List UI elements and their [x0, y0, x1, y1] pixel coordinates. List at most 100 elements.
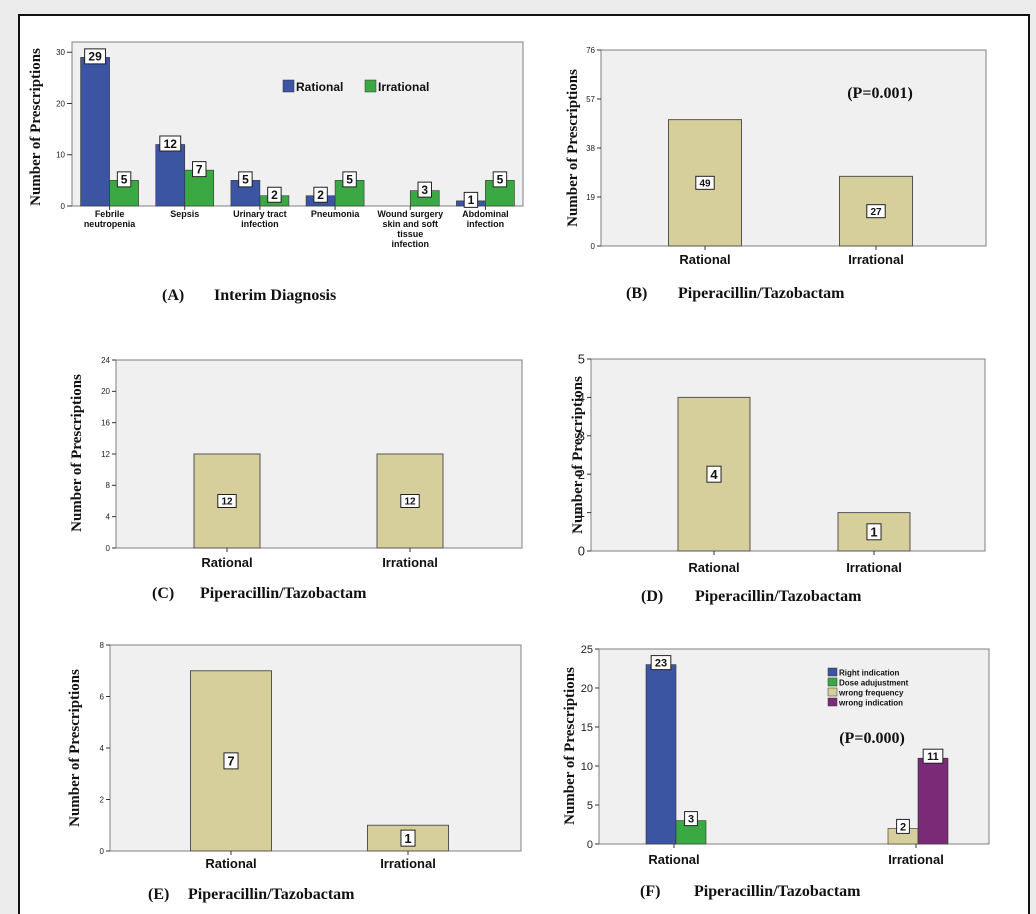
- plot-area-a: [71, 41, 524, 207]
- y-tick-label-c: 24: [101, 356, 110, 365]
- caption-title-a: Interim Diagnosis: [214, 287, 336, 304]
- plot-area-c: [115, 359, 523, 549]
- y-tick-label-b: 0: [591, 242, 596, 251]
- annotation-b: (P=0.001): [847, 85, 913, 102]
- data-label-bg-b: [866, 204, 886, 219]
- x-tick-label-c: Rational: [201, 555, 252, 570]
- x-tick-label-d: Irrational: [846, 560, 902, 575]
- caption-letter-f: (F): [640, 883, 660, 900]
- caption-title-c: Piperacillin/Tazobactam: [200, 585, 367, 602]
- y-tick-label-a: 0: [61, 202, 66, 211]
- y-tick-label-c: 16: [101, 418, 110, 427]
- data-label-a: 3: [421, 183, 428, 197]
- data-label-box-d: 4: [706, 465, 722, 483]
- data-label-bg-d: [866, 523, 882, 541]
- data-label-box-e: 1: [400, 829, 416, 847]
- y-tick-label-c: 8: [106, 481, 111, 490]
- data-label-bg-a: [116, 171, 132, 188]
- data-label-box-b: 27: [866, 204, 886, 219]
- legend-label-f: wrong frequency: [838, 689, 904, 698]
- data-label-box-d: 1: [866, 523, 882, 541]
- data-label-bg-c: [400, 494, 420, 508]
- data-label-box-a: 5: [342, 171, 357, 188]
- data-label-a: 12: [164, 137, 178, 151]
- y-tick-label-e: 2: [100, 795, 105, 804]
- legend-swatch-f: [827, 667, 838, 677]
- bar-a-0: [80, 57, 110, 207]
- data-label-a: 29: [88, 50, 102, 64]
- data-label-a: 7: [196, 162, 203, 176]
- y-tick-label-f: 20: [581, 683, 593, 695]
- caption-letter-a: (A): [162, 287, 184, 304]
- y-tick-label-b: 57: [586, 95, 595, 104]
- y-tick-label-b: 38: [586, 144, 595, 153]
- x-tick-label-e: Rational: [205, 856, 256, 871]
- y-tick-label-f: 15: [581, 722, 593, 734]
- data-label-box-f: 2: [896, 818, 910, 834]
- data-label-c: 12: [404, 497, 416, 508]
- bar-f-3: [917, 757, 949, 845]
- x-tick-label-f: Rational: [648, 852, 699, 867]
- x-tick-label-a: Wound surgery skin and soft tissue infectio…: [377, 209, 443, 249]
- data-label-box-a: 5: [238, 171, 253, 188]
- x-tick-label-f: Irrational: [888, 852, 944, 867]
- data-label-e: 7: [227, 754, 234, 769]
- data-label-c: 12: [221, 497, 233, 508]
- caption-letter-c: (C): [152, 585, 174, 602]
- y-tick-label-d: 0: [578, 544, 585, 559]
- data-label-f: 11: [927, 751, 939, 763]
- x-tick-label-a: Febrile neutropenia: [84, 209, 136, 229]
- data-label-box-f: 23: [650, 655, 672, 671]
- y-tick-label-e: 4: [100, 744, 105, 753]
- data-label-d: 1: [870, 524, 877, 539]
- data-label-box-a: 3: [417, 181, 432, 198]
- y-tick-label-a: 30: [56, 48, 65, 57]
- data-label-a: 2: [271, 188, 278, 202]
- data-label-box-c: 12: [217, 494, 237, 508]
- y-tick-label-f: 0: [587, 839, 593, 851]
- data-label-box-a: 29: [84, 48, 107, 65]
- y-tick-label-f: 10: [581, 761, 593, 773]
- y-tick-label-d: 4: [578, 390, 585, 405]
- y-axis-label-f: Number of Prescriptions: [562, 667, 578, 825]
- y-axis-label-a: Number of Prescriptions: [28, 48, 44, 206]
- legend-swatch-f: [827, 677, 838, 687]
- data-label-box-a: 2: [267, 186, 282, 203]
- y-tick-label-e: 0: [100, 847, 105, 856]
- data-label-box-a: 2: [313, 186, 328, 203]
- data-label-bg-a: [159, 135, 182, 152]
- x-tick-label-c: Irrational: [382, 555, 438, 570]
- x-tick-label-b: Rational: [679, 252, 730, 267]
- data-label-d: 4: [710, 467, 718, 482]
- legend-label-f: Dose adujustment: [839, 679, 909, 688]
- y-tick-label-c: 0: [106, 544, 111, 553]
- data-label-f: 3: [688, 814, 694, 826]
- data-label-e: 1: [404, 831, 411, 846]
- data-label-bg-b: [695, 175, 715, 190]
- y-tick-label-a: 10: [56, 151, 65, 160]
- data-label-a: 1: [468, 193, 475, 207]
- data-label-box-f: 3: [684, 811, 698, 827]
- bar-f-0: [645, 664, 677, 845]
- y-axis-label-e: Number of Prescriptions: [67, 669, 83, 827]
- data-label-a: 5: [497, 173, 504, 187]
- data-label-bg-a: [192, 161, 207, 178]
- data-label-bg-d: [706, 465, 722, 483]
- legend-label-f: wrong indication: [838, 699, 903, 708]
- data-label-a: 5: [121, 173, 128, 187]
- y-tick-label-f: 5: [587, 800, 593, 812]
- data-label-a: 5: [346, 173, 353, 187]
- x-tick-label-b: Irrational: [848, 252, 904, 267]
- data-label-bg-a: [417, 181, 432, 198]
- data-label-bg-a: [238, 171, 253, 188]
- y-tick-label-b: 76: [586, 46, 595, 55]
- y-tick-label-f: 25: [581, 644, 593, 656]
- x-tick-label-a: Abdominal infection: [462, 209, 509, 229]
- data-label-box-a: 12: [159, 135, 182, 152]
- data-label-b: 27: [870, 207, 882, 218]
- legend-swatch-a: [282, 79, 295, 93]
- plot-area-e: [109, 644, 522, 852]
- data-label-a: 2: [317, 188, 324, 202]
- y-tick-label-c: 12: [101, 450, 110, 459]
